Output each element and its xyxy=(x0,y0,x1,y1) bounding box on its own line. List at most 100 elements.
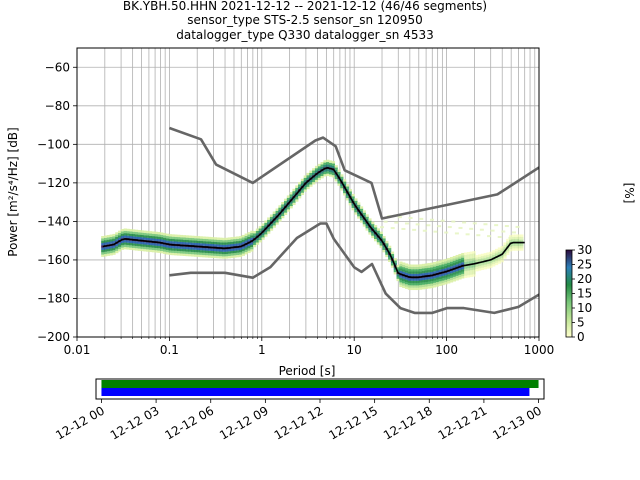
histogram-cell xyxy=(376,230,381,234)
histogram-cell xyxy=(134,243,139,246)
histogram-cell xyxy=(300,181,305,184)
histogram-cell xyxy=(472,253,476,256)
histogram-cell xyxy=(289,196,293,200)
histogram-cell xyxy=(464,257,468,260)
histogram-cell xyxy=(300,183,305,186)
histogram-cell xyxy=(514,234,518,237)
histogram-cell xyxy=(466,261,471,264)
histogram-cell xyxy=(508,236,513,239)
histogram-cell xyxy=(275,210,279,214)
histogram-cell xyxy=(478,263,482,267)
histogram-cell xyxy=(368,229,372,233)
histogram-cell xyxy=(168,250,172,253)
histogram-cell xyxy=(140,241,144,245)
histogram-cell xyxy=(410,264,414,267)
histogram-cell xyxy=(137,236,141,240)
histogram-cell xyxy=(101,252,105,255)
histogram-cell xyxy=(146,247,150,250)
histogram-cell xyxy=(160,246,164,249)
histogram-cell xyxy=(351,203,355,206)
histogram-cell xyxy=(427,267,431,271)
histogram-cell xyxy=(407,273,411,277)
histogram-cell xyxy=(452,258,456,261)
histogram-cell xyxy=(188,242,192,245)
histogram-cell xyxy=(101,254,105,257)
histogram-cell xyxy=(382,249,386,253)
histogram-cell xyxy=(503,256,507,259)
histogram-cell xyxy=(461,252,465,256)
histogram-cell xyxy=(438,267,442,270)
histogram-cell xyxy=(317,175,321,178)
histogram-cell xyxy=(208,255,212,258)
histogram-cell xyxy=(171,252,175,256)
histogram-cell xyxy=(475,266,479,270)
histogram-cell xyxy=(345,186,350,189)
histogram-cell xyxy=(509,239,513,243)
histogram-cell xyxy=(475,268,479,272)
histogram-cell xyxy=(253,235,257,239)
histogram-cell xyxy=(419,266,423,269)
histogram-cell xyxy=(396,274,400,277)
histogram-cell xyxy=(272,216,276,219)
histogram-cell xyxy=(440,219,445,222)
histogram-cell xyxy=(427,281,431,284)
histogram-cell xyxy=(115,234,119,238)
histogram-cell xyxy=(101,238,105,241)
histogram-cell xyxy=(509,244,513,247)
histogram-cell xyxy=(258,235,262,238)
histogram-cell xyxy=(326,168,330,172)
histogram-cell xyxy=(174,234,178,237)
histogram-cell xyxy=(185,237,189,241)
histogram-cell xyxy=(298,195,302,199)
x-tick-label: 1000 xyxy=(524,343,555,357)
histogram-cell xyxy=(137,232,141,235)
y-tick-label: −80 xyxy=(45,99,70,113)
histogram-cell xyxy=(326,159,330,163)
histogram-cell xyxy=(129,245,133,248)
histogram-cell xyxy=(331,161,336,164)
histogram-cell xyxy=(123,246,127,250)
histogram-cell xyxy=(278,209,282,213)
histogram-cell xyxy=(419,285,423,288)
histogram-cell xyxy=(416,269,420,272)
histogram-cell xyxy=(106,251,110,254)
histogram-cell xyxy=(501,230,506,233)
histogram-cell xyxy=(202,241,206,244)
histogram-cell xyxy=(382,245,386,248)
histogram-cell xyxy=(359,206,364,209)
histogram-cell xyxy=(168,241,172,244)
x-tick-label: 100 xyxy=(435,343,458,357)
histogram-cell xyxy=(441,275,445,279)
histogram-cell xyxy=(129,231,133,234)
histogram-cell xyxy=(371,231,375,234)
histogram-cell xyxy=(106,235,110,238)
histogram-cell xyxy=(365,214,369,217)
histogram-cell xyxy=(205,248,209,251)
histogram-cell xyxy=(115,236,119,240)
histogram-cell xyxy=(146,235,150,238)
histogram-cell xyxy=(118,242,122,245)
histogram-cell xyxy=(160,234,164,238)
histogram-cell xyxy=(343,188,347,191)
histogram-cell xyxy=(500,250,504,254)
histogram-cell xyxy=(208,248,212,251)
histogram-cell xyxy=(264,232,268,235)
high-noise-model-line xyxy=(168,126,539,220)
histogram-cell xyxy=(430,271,434,275)
histogram-cell xyxy=(199,252,203,255)
histogram-cell xyxy=(112,236,116,239)
histogram-cell xyxy=(253,233,257,236)
histogram-cell xyxy=(458,272,462,275)
histogram-cell xyxy=(278,214,282,217)
histogram-cell xyxy=(286,197,291,201)
histogram-cell xyxy=(404,277,409,280)
histogram-cell xyxy=(340,176,344,180)
histogram-cell xyxy=(168,234,172,237)
histogram-cell xyxy=(492,259,496,262)
histogram-cell xyxy=(517,248,521,251)
histogram-cell xyxy=(514,246,518,249)
low-noise-model-line xyxy=(169,222,539,315)
histogram-cell xyxy=(309,170,313,173)
histogram-cell xyxy=(134,248,139,251)
timeline-tick-label: 12-12 03 xyxy=(108,403,162,442)
